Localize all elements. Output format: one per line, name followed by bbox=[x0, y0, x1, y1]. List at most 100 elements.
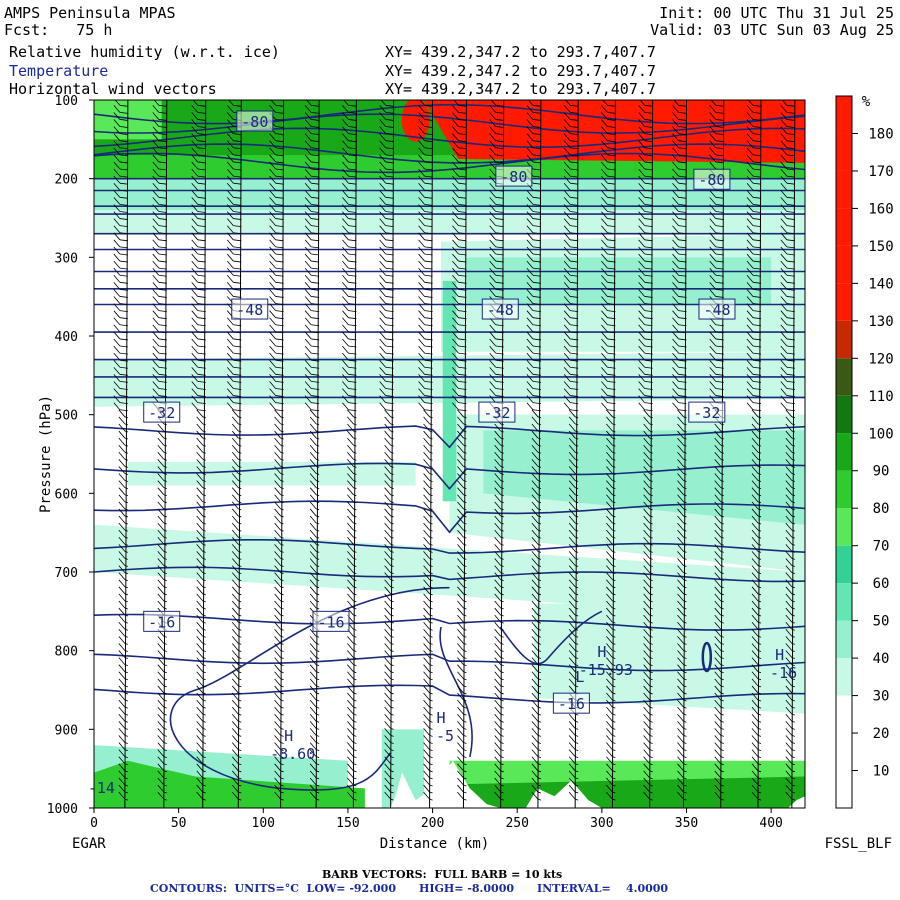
wind-barb-flag bbox=[347, 558, 354, 566]
wind-barb-flag bbox=[563, 395, 571, 403]
wind-barb-flag bbox=[196, 784, 204, 793]
wind-barb-flag bbox=[191, 260, 199, 269]
wind-barb-flag bbox=[457, 444, 464, 453]
wind-barb-shaft bbox=[311, 189, 320, 192]
wind-barb-column bbox=[757, 100, 762, 808]
wind-barb-flag bbox=[113, 345, 121, 354]
colorbar-segment bbox=[836, 770, 852, 808]
wind-barb-flag bbox=[638, 303, 645, 311]
wind-barb-flag bbox=[781, 100, 788, 106]
wind-barb-shaft bbox=[786, 161, 795, 164]
wind-barb-flag bbox=[563, 182, 571, 191]
wind-barb-flag bbox=[274, 551, 281, 559]
wind-barb-flag bbox=[714, 494, 722, 503]
wind-barb-flag bbox=[531, 678, 539, 687]
wind-barb-flag bbox=[270, 100, 276, 106]
wind-barb-flag bbox=[526, 211, 534, 219]
wind-barb-flag bbox=[118, 529, 126, 538]
wind-barb-flag bbox=[643, 763, 650, 772]
wind-barb-flag bbox=[526, 140, 534, 149]
wind-barb-shaft bbox=[607, 281, 616, 284]
wind-barb-flag bbox=[643, 692, 650, 701]
wind-barb-flag bbox=[606, 437, 613, 446]
wind-barb-flag bbox=[347, 522, 354, 531]
wind-barb-flag bbox=[709, 253, 717, 262]
wind-barb-flag bbox=[563, 161, 571, 170]
wind-barb-flag bbox=[677, 536, 684, 545]
wind-barb-flag bbox=[568, 643, 576, 651]
wind-barb-flag bbox=[157, 728, 165, 736]
wind-barb-flag bbox=[85, 735, 91, 742]
wind-barb-shaft bbox=[752, 260, 762, 263]
wind-barb-flag bbox=[152, 317, 160, 326]
wind-barb-shaft bbox=[678, 274, 687, 277]
wind-barb-flag bbox=[231, 586, 239, 595]
wind-barb-flag bbox=[157, 699, 165, 708]
wind-barb-flag bbox=[672, 190, 679, 198]
wind-barb-flag bbox=[304, 182, 312, 191]
wind-barb-flag bbox=[228, 100, 234, 106]
wind-barb-flag bbox=[489, 133, 496, 141]
wind-barb-shaft bbox=[458, 274, 467, 277]
wind-barb-flag bbox=[379, 119, 386, 127]
wind-barb-flag bbox=[568, 508, 576, 517]
wind-barb-flag bbox=[157, 657, 165, 665]
wind-barb-shaft bbox=[458, 232, 467, 235]
wind-barb-flag bbox=[379, 352, 386, 361]
wind-barb-flag bbox=[601, 161, 608, 170]
wind-barb-flag bbox=[113, 112, 121, 120]
wind-barb-flag bbox=[191, 246, 199, 255]
wind-barb-shaft bbox=[752, 253, 762, 256]
wind-barb-flag bbox=[309, 671, 317, 680]
wind-barb-flag bbox=[606, 713, 613, 722]
wind-barb-flag bbox=[384, 565, 391, 573]
wind-barb-flag bbox=[785, 586, 793, 595]
wind-barb-flag bbox=[342, 310, 349, 318]
wind-barb-flag bbox=[677, 770, 684, 779]
wind-barb-flag bbox=[196, 721, 204, 729]
wind-barb-flag bbox=[452, 260, 459, 269]
wind-barb-flag bbox=[677, 728, 684, 736]
wind-barb-shaft bbox=[607, 204, 616, 206]
wind-barb-flag bbox=[672, 395, 679, 403]
wind-barb-flag bbox=[384, 501, 391, 510]
wind-barb-flag bbox=[226, 175, 234, 184]
wind-barb-flag bbox=[643, 494, 650, 503]
wind-barb-shaft bbox=[94, 410, 95, 411]
wind-barb-shaft bbox=[607, 154, 616, 157]
wind-barb-shaft bbox=[233, 204, 242, 206]
wind-barb-flag bbox=[113, 133, 121, 141]
wind-barb-flag bbox=[494, 643, 501, 651]
colorbar-segment bbox=[836, 695, 852, 734]
wind-barb-flag bbox=[606, 452, 613, 460]
wind-barb-flag bbox=[785, 593, 793, 602]
wind-barb-shaft bbox=[644, 260, 653, 263]
wind-barb-flag bbox=[638, 218, 645, 226]
wind-barb-flag bbox=[677, 409, 684, 418]
wind-barb-flag bbox=[785, 777, 793, 786]
wind-barb-flag bbox=[309, 678, 317, 687]
wind-barb-flag bbox=[531, 437, 539, 446]
wind-barb-flag bbox=[80, 275, 86, 282]
wind-barb-flag bbox=[531, 600, 539, 609]
wind-barb-flag bbox=[342, 190, 349, 198]
wind-barb-flag bbox=[672, 367, 679, 375]
wind-barb-flag bbox=[118, 423, 126, 432]
wind-barb-shaft bbox=[458, 204, 467, 206]
wind-barb-shaft bbox=[385, 133, 394, 136]
wind-barb-flag bbox=[379, 317, 386, 326]
wind-barb-flag bbox=[643, 423, 650, 432]
wind-barb-shaft bbox=[94, 105, 95, 107]
wind-barb-flag bbox=[746, 317, 754, 326]
wind-barb-flag bbox=[85, 438, 91, 445]
wind-barb-flag bbox=[452, 367, 459, 375]
wind-barb-shaft bbox=[158, 119, 167, 121]
wind-barb-shaft bbox=[385, 239, 394, 242]
wind-barb-flag bbox=[568, 558, 576, 566]
wind-barb-flag bbox=[384, 699, 391, 708]
wind-barb-shaft bbox=[532, 126, 541, 128]
wind-barb-shaft bbox=[532, 196, 541, 199]
wind-barb-flag bbox=[231, 607, 239, 616]
wind-barb-shaft bbox=[532, 274, 541, 277]
wind-barb-flag bbox=[638, 182, 645, 191]
